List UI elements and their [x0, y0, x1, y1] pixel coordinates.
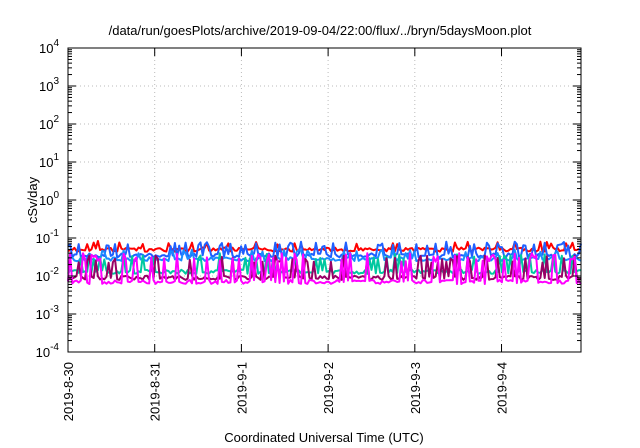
y-tick-label: 103: [39, 76, 59, 94]
chart-title: /data/run/goesPlots/archive/2019-09-04/2…: [109, 23, 532, 38]
y-axis: 10-4 10-3 10-2 10-1 100 101 102 103 104: [36, 38, 581, 360]
x-axis: 2019-8-30 2019-8-31 2019-9-1 2019-9-2 2019-9…: [61, 48, 510, 421]
y-tick-label: 104: [39, 38, 59, 56]
series-line-6: [67, 252, 582, 285]
x-tick-label: 2019-9-1: [234, 362, 249, 414]
y-tick-label: 10-1: [36, 228, 60, 246]
y-tick-label: 10-3: [36, 304, 60, 322]
x-tick-label: 2019-9-4: [495, 362, 510, 414]
y-tick-label: 10-4: [36, 342, 60, 360]
x-tick-label: 2019-8-30: [61, 362, 76, 421]
series-line-1: [67, 240, 582, 253]
x-tick-label: 2019-9-2: [321, 362, 336, 414]
x-tick-label: 2019-9-3: [408, 362, 423, 414]
series-group: [67, 240, 582, 285]
y-tick-label: 100: [39, 190, 59, 208]
y-axis-label: cSv/day: [25, 176, 40, 223]
y-tick-label: 101: [39, 152, 59, 170]
y-tick-label: 10-2: [36, 266, 60, 284]
x-tick-label: 2019-8-31: [148, 362, 163, 421]
y-tick-label: 102: [39, 114, 59, 132]
x-axis-label: Coordinated Universal Time (UTC): [224, 430, 423, 445]
